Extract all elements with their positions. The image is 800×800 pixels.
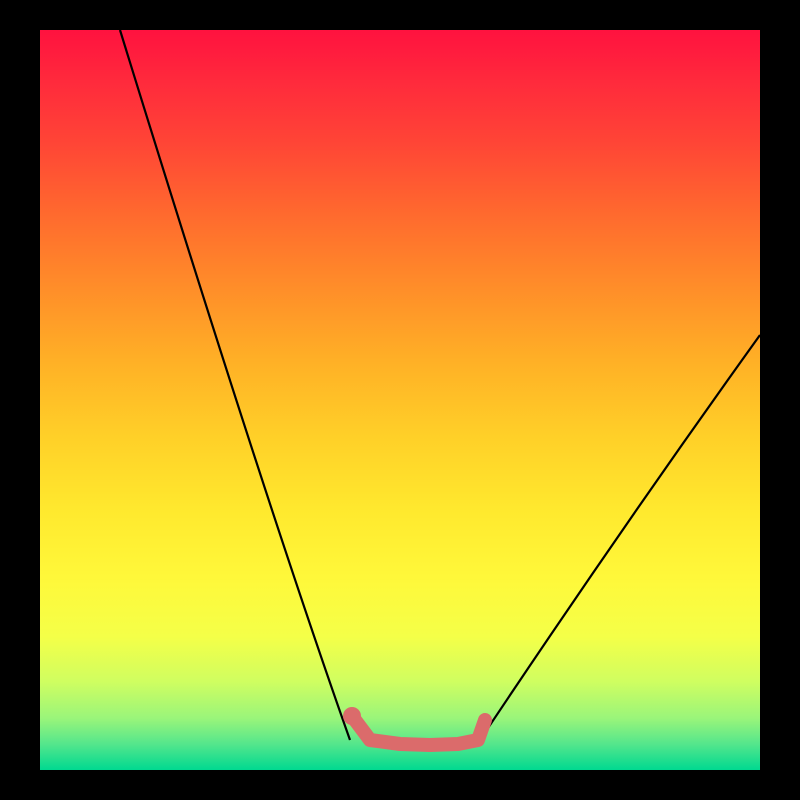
chart-frame: TheBottleneck.com (0, 0, 800, 800)
bottleneck-chart (0, 0, 800, 800)
valley-marker-dot (343, 707, 361, 725)
plot-background (40, 30, 760, 770)
